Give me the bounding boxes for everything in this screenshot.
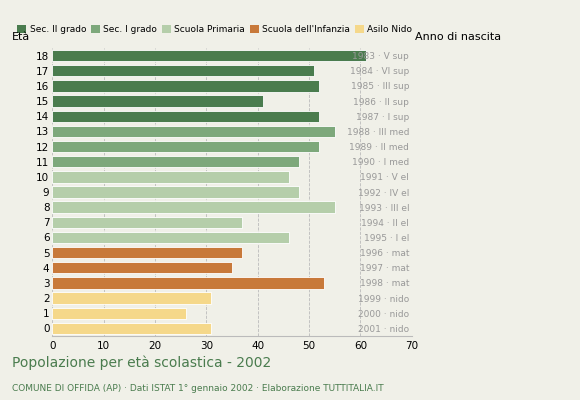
Text: Anno di nascita: Anno di nascita (415, 32, 501, 42)
Bar (52, 171, 288, 182)
Bar (52, 262, 232, 274)
Bar (52, 308, 186, 319)
Text: COMUNE DI OFFIDA (AP) · Dati ISTAT 1° gennaio 2002 · Elaborazione TUTTITALIA.IT: COMUNE DI OFFIDA (AP) · Dati ISTAT 1° ge… (12, 384, 383, 393)
Text: Età: Età (12, 32, 30, 42)
Legend: Sec. II grado, Sec. I grado, Scuola Primaria, Scuola dell'Infanzia, Asilo Nido: Sec. II grado, Sec. I grado, Scuola Prim… (13, 22, 416, 38)
Bar (52, 202, 335, 213)
Bar (52, 292, 212, 304)
Bar (52, 232, 288, 243)
Text: Popolazione per età scolastica - 2002: Popolazione per età scolastica - 2002 (12, 356, 271, 370)
Bar (52, 95, 263, 107)
Bar (52, 247, 242, 258)
Bar (52, 126, 335, 137)
Bar (52, 141, 320, 152)
Bar (52, 277, 324, 289)
Bar (52, 323, 212, 334)
Bar (52, 110, 320, 122)
Bar (52, 186, 299, 198)
Bar (52, 156, 299, 167)
Bar (52, 50, 365, 61)
Bar (52, 65, 314, 76)
Bar (52, 80, 320, 92)
Bar (52, 217, 242, 228)
